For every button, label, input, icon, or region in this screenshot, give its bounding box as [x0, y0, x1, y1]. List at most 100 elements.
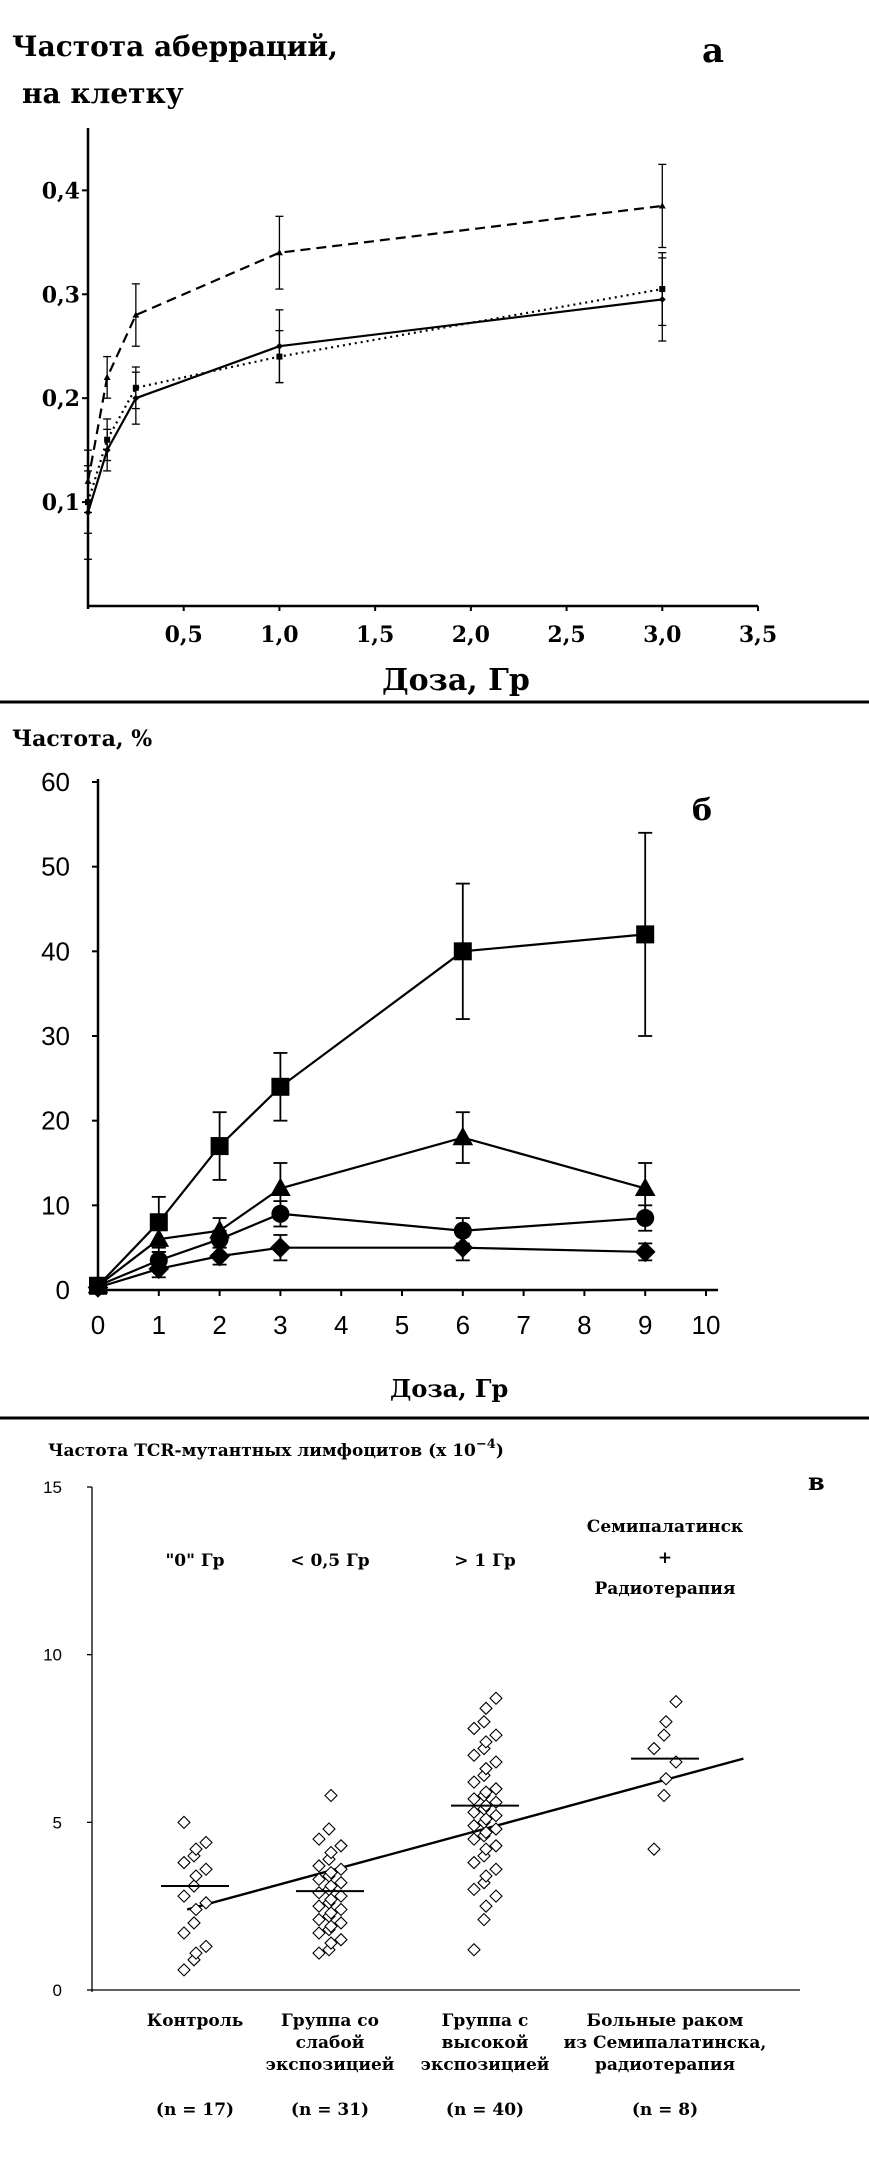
chart-c-point	[647, 1842, 661, 1856]
chart-a-point	[658, 202, 666, 209]
chart-a-xtick-label: 2,0	[452, 622, 490, 648]
chart-b-xtick-label: 8	[577, 1310, 591, 1340]
chart-c-point	[312, 1872, 326, 1887]
chart-a-ytick-label: 0,4	[42, 178, 80, 204]
chart-c-point	[324, 1845, 338, 1860]
chart-b-ytick-label: 0	[56, 1275, 70, 1305]
chart-c-point	[334, 1889, 348, 1903]
chart-c-point	[189, 1842, 203, 1856]
chart-c-point	[467, 1832, 481, 1846]
chart-c-point	[334, 1932, 348, 1947]
chart-a-xtick-label: 1,5	[356, 622, 394, 648]
chart-c-point	[467, 1748, 481, 1763]
chart-c-point	[657, 1788, 671, 1803]
chart-c-point	[312, 1832, 326, 1846]
chart-c-point	[324, 1936, 338, 1950]
chart-c-point	[189, 1902, 203, 1917]
chart-c-point	[659, 1714, 673, 1729]
chart-c-point	[334, 1862, 348, 1877]
chart-b-point	[87, 1277, 109, 1298]
chart-a-xtick-label: 2,5	[547, 622, 585, 648]
chart-c-group-dose: Радиотерапия	[595, 1579, 736, 1599]
chart-b-point	[452, 1126, 474, 1146]
chart-c-point	[312, 1859, 326, 1873]
chart-c-ytick-label: 15	[43, 1478, 62, 1497]
chart-c-ylabel-exp: −4	[476, 1437, 496, 1452]
chart-b-series-line	[97, 933, 646, 1287]
chart-a-point	[275, 249, 283, 256]
chart-b-series-line	[97, 1212, 646, 1287]
chart-c-ytick-label: 0	[53, 1981, 62, 2000]
chart-c-group-label: из Семипалатинска,	[564, 2033, 767, 2053]
chart-c-point	[477, 1912, 491, 1927]
chart-b-xlabel: Доза, Гр	[390, 1374, 508, 1403]
chart-c-point	[189, 1946, 203, 1960]
chart-b-point	[636, 1209, 655, 1228]
chart-b-ytick-label: 40	[41, 936, 70, 966]
chart-a-point	[132, 394, 140, 402]
chart-c-point	[669, 1694, 683, 1709]
chart-b-series-line	[97, 1246, 646, 1289]
chart-c-group-dose: < 0,5 Гр	[290, 1551, 369, 1571]
chart-c-trend-line	[186, 1757, 744, 1911]
chart-c-point	[467, 1775, 481, 1789]
chart-a-point	[275, 342, 283, 350]
chart-c-point	[467, 1942, 481, 1957]
chart-c-group-label: Больные раком	[587, 2011, 744, 2031]
chart-c-point	[479, 1842, 493, 1856]
chart-c-group-n: (n = 31)	[291, 2100, 369, 2120]
chart-c-group-label: Контроль	[147, 2011, 244, 2031]
chart-b-xtick-label: 5	[395, 1310, 409, 1340]
chart-c-point	[479, 1761, 493, 1776]
chart-b-xtick-label: 0	[91, 1310, 105, 1340]
chart-c-point	[324, 1892, 338, 1907]
chart-c-point	[477, 1714, 491, 1729]
chart-b-series-line	[97, 1136, 646, 1287]
chart-c-point	[489, 1862, 503, 1877]
chart-b-point	[210, 1230, 229, 1249]
chart-c-point	[467, 1855, 481, 1870]
chart-b-ytick-label: 30	[41, 1021, 70, 1051]
chart-c-group-label: Группа с	[442, 2011, 529, 2031]
chart-c-group-n: (n = 8)	[632, 2100, 698, 2120]
chart-b-ytick-label: 20	[41, 1106, 70, 1136]
chart-b-xtick-label: 2	[212, 1310, 226, 1340]
chart-c-point	[322, 1822, 336, 1836]
chart-b-xtick-label: 4	[334, 1310, 348, 1340]
chart-c-point	[312, 1912, 326, 1927]
chart-a-panel-letter: а	[702, 31, 724, 71]
chart-a-xtick-label: 3,0	[643, 622, 681, 648]
chart-c-group-label: экспозицией	[266, 2055, 395, 2075]
chart-a-xlabel: Доза, Гр	[382, 663, 530, 698]
chart-c-point	[199, 1835, 213, 1850]
chart-c-point	[334, 1916, 348, 1930]
chart-c-ylabel-close: )	[496, 1441, 504, 1461]
chart-b-point	[452, 1237, 474, 1259]
chart-b-xtick-label: 7	[516, 1310, 530, 1340]
chart-a-point	[658, 296, 666, 303]
chart-b-point	[453, 942, 472, 961]
chart-c-point	[312, 1899, 326, 1913]
chart-c-point	[177, 1815, 191, 1830]
chart-c-point	[479, 1735, 493, 1749]
chart-a: Частота аберраций, на клетку а 0,1 0,2 0,3…	[12, 30, 777, 698]
chart-b-point	[634, 1241, 656, 1263]
chart-b-point	[636, 925, 655, 944]
chart-c-point	[187, 1916, 201, 1930]
chart-c-point	[479, 1869, 493, 1883]
chart-c-point	[177, 1963, 191, 1977]
chart-c-point	[479, 1701, 493, 1716]
chart-a-point	[84, 509, 92, 516]
chart-c-point	[489, 1782, 503, 1796]
chart-c-point	[177, 1855, 191, 1870]
chart-c-point	[659, 1771, 673, 1786]
chart-b-point	[270, 1237, 291, 1259]
chart-b-ylabel: Частота, %	[12, 726, 152, 752]
chart-b-point	[209, 1245, 230, 1267]
chart-c-point	[467, 1818, 481, 1833]
chart-c-group-label: высокой	[442, 2033, 529, 2053]
chart-b-point	[148, 1228, 170, 1247]
chart-a-xtick-label: 0,5	[165, 622, 203, 648]
chart-c-point	[479, 1812, 493, 1826]
chart-c-point	[312, 1926, 326, 1940]
